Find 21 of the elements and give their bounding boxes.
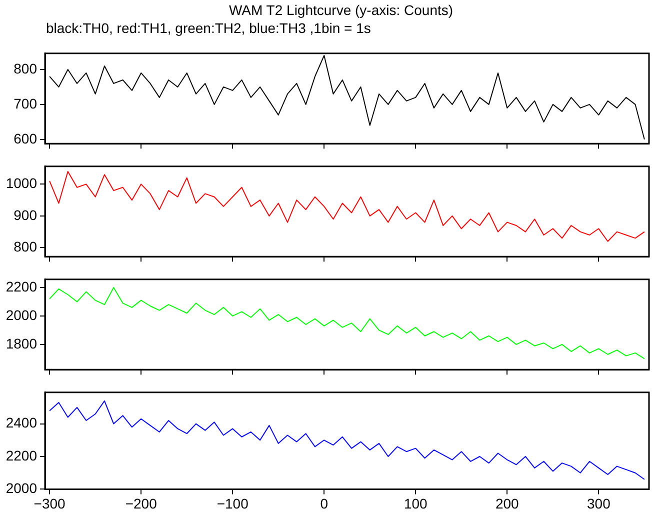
- y-tick-label: 2400: [6, 414, 38, 431]
- y-tick-label: 700: [14, 95, 38, 112]
- x-tick-label: 300: [586, 495, 611, 512]
- y-tick-label: 2000: [6, 480, 38, 496]
- x-tick-label: −200: [125, 495, 158, 512]
- x-tick-label: 100: [404, 495, 428, 512]
- x-tick-label: −300: [34, 495, 66, 512]
- y-tick-label: 2000: [6, 306, 38, 323]
- y-tick-label: 800: [14, 60, 38, 76]
- x-tick-label: −100: [216, 495, 249, 512]
- y-tick-label: 1800: [6, 335, 38, 352]
- y-tick-label: 900: [14, 206, 38, 223]
- y-tick-label: 2200: [6, 278, 38, 294]
- y-tick-label: 600: [14, 130, 38, 146]
- y-tick-label: 800: [14, 238, 38, 255]
- y-tick-label: 1000: [6, 175, 38, 192]
- chart-title: WAM T2 Lightcurve (y-axis: Counts): [228, 2, 454, 20]
- x-tick-label: 200: [495, 495, 520, 512]
- x-tick-label: 0: [320, 495, 328, 512]
- chart-subtitle: black:TH0, red:TH1, green:TH2, blue:TH3 ,1bin = 1s: [45, 20, 372, 38]
- y-tick-label: 2200: [6, 447, 38, 464]
